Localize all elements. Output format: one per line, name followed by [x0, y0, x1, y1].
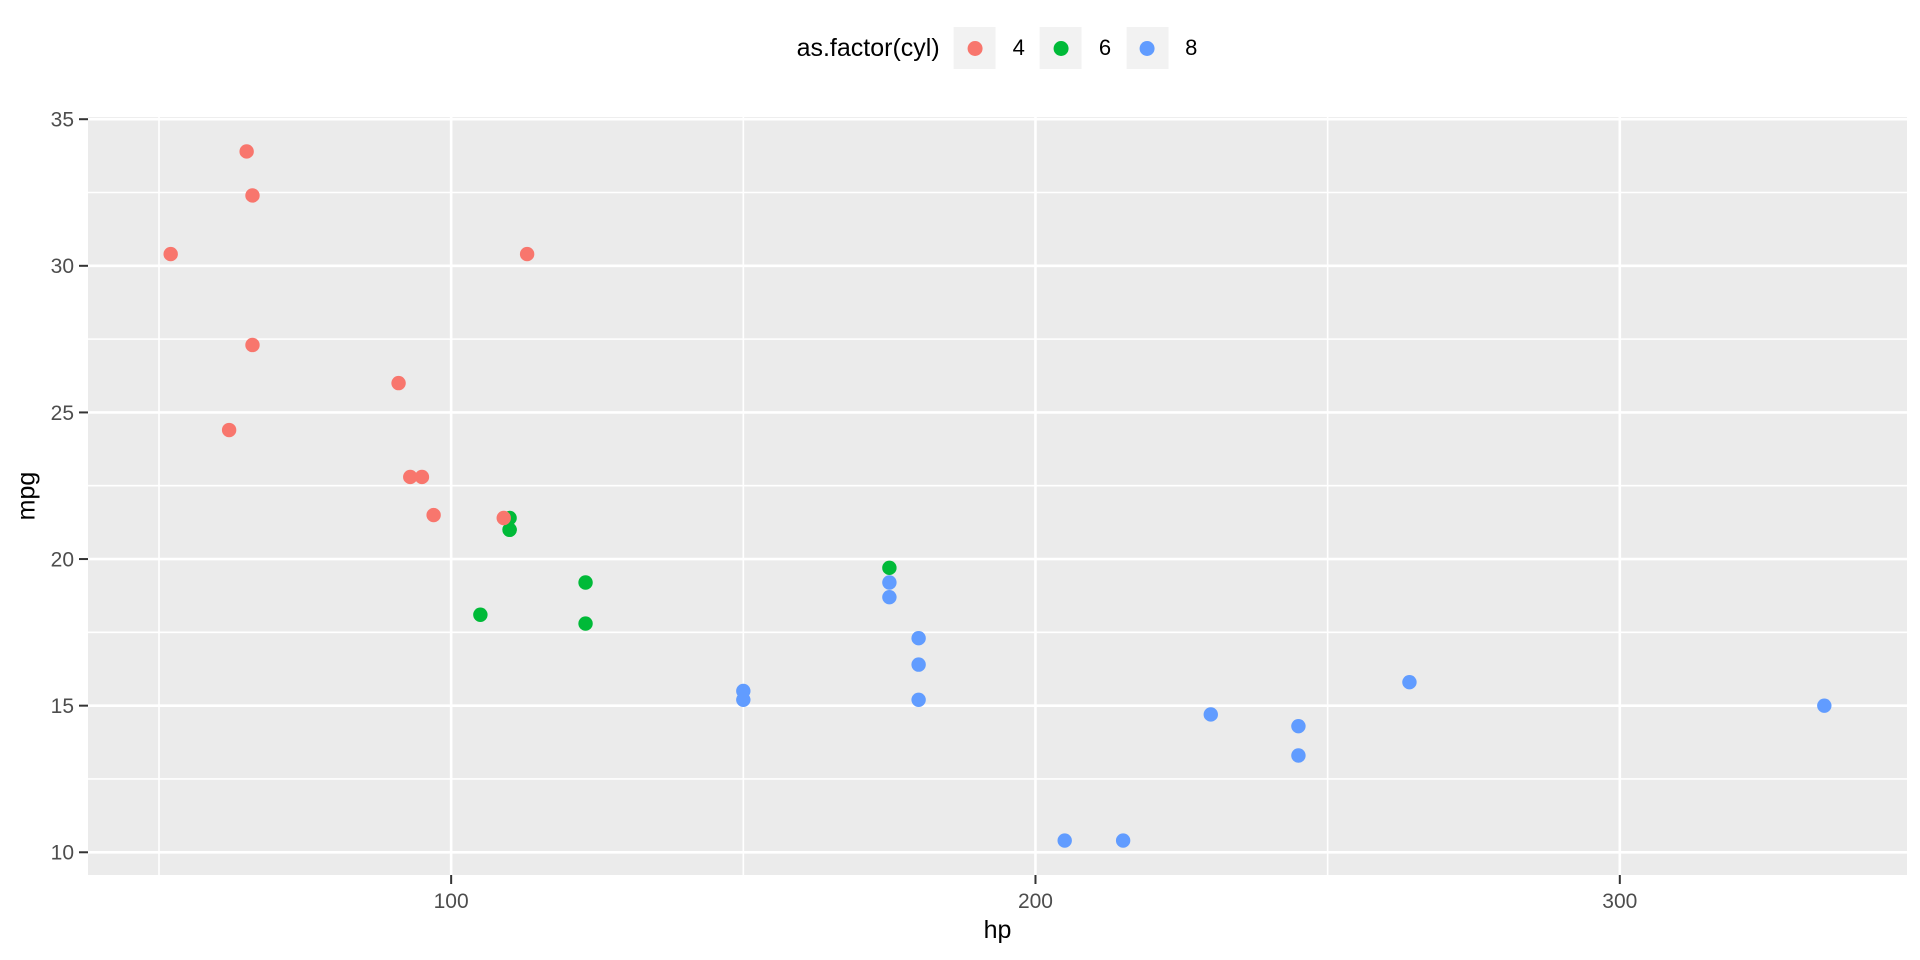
- data-point-cyl4: [239, 144, 254, 159]
- data-point-cyl8: [882, 589, 897, 605]
- legend-item-8: 8: [1126, 27, 1197, 69]
- data-point-cyl6: [578, 616, 593, 631]
- y-tick-label: 30: [51, 255, 74, 278]
- legend-key: [1126, 27, 1169, 69]
- legend-dot-icon: [967, 40, 983, 56]
- x-tick-label: 100: [434, 890, 469, 913]
- data-point-cyl8: [911, 657, 926, 672]
- data-point-cyl4: [163, 246, 178, 262]
- legend-item-4: 4: [953, 27, 1025, 69]
- data-point-cyl6: [473, 607, 488, 622]
- data-point-cyl8: [1291, 718, 1306, 734]
- legend-label-4: 4: [1012, 35, 1025, 60]
- y-tick-label: 35: [51, 109, 74, 132]
- data-point-cyl8: [911, 692, 926, 707]
- y-axis-title: mpg: [12, 471, 41, 521]
- y-tick-label: 10: [51, 842, 74, 865]
- data-point-cyl6: [578, 575, 593, 590]
- y-tick-label: 20: [51, 548, 74, 571]
- x-axis-title: hp: [983, 916, 1012, 944]
- plot-panel: [88, 117, 1907, 875]
- data-point-cyl4: [391, 375, 406, 391]
- legend-dot-icon: [1053, 40, 1069, 56]
- legend-key: [953, 27, 996, 69]
- data-point-cyl4: [221, 422, 237, 438]
- data-point-cyl4: [426, 507, 441, 523]
- data-point-cyl4: [414, 469, 430, 485]
- data-point-cyl4: [403, 469, 418, 485]
- data-point-cyl4: [519, 246, 535, 262]
- legend-item-6: 6: [1039, 27, 1112, 69]
- data-point-cyl8: [1203, 707, 1218, 722]
- data-point-cyl8: [736, 692, 751, 707]
- legend-label-8: 8: [1185, 35, 1198, 60]
- y-tick-label: 25: [51, 402, 74, 425]
- data-point-cyl8: [911, 631, 926, 646]
- data-point-cyl6: [502, 522, 517, 537]
- data-point-cyl8: [1817, 698, 1832, 713]
- data-point-cyl8: [1115, 833, 1131, 848]
- legend-title: as.factor(cyl): [796, 33, 940, 62]
- data-point-cyl8: [1057, 833, 1072, 848]
- legend-dot-icon: [1139, 40, 1155, 56]
- data-point-cyl8: [882, 575, 897, 590]
- data-point-cyl4: [245, 188, 260, 203]
- data-point-cyl4: [496, 510, 511, 526]
- legend-label-6: 6: [1098, 35, 1112, 60]
- data-point-cyl8: [1291, 748, 1306, 763]
- x-tick-label: 300: [1602, 890, 1637, 913]
- legend-key: [1039, 27, 1082, 69]
- data-point-cyl4: [245, 337, 260, 353]
- data-point-cyl6: [882, 560, 897, 576]
- data-point-cyl8: [1402, 675, 1417, 690]
- y-tick-label: 15: [51, 695, 74, 718]
- x-tick-label: 200: [1018, 890, 1053, 913]
- legend: as.factor(cyl) 4 6 8: [796, 27, 1197, 69]
